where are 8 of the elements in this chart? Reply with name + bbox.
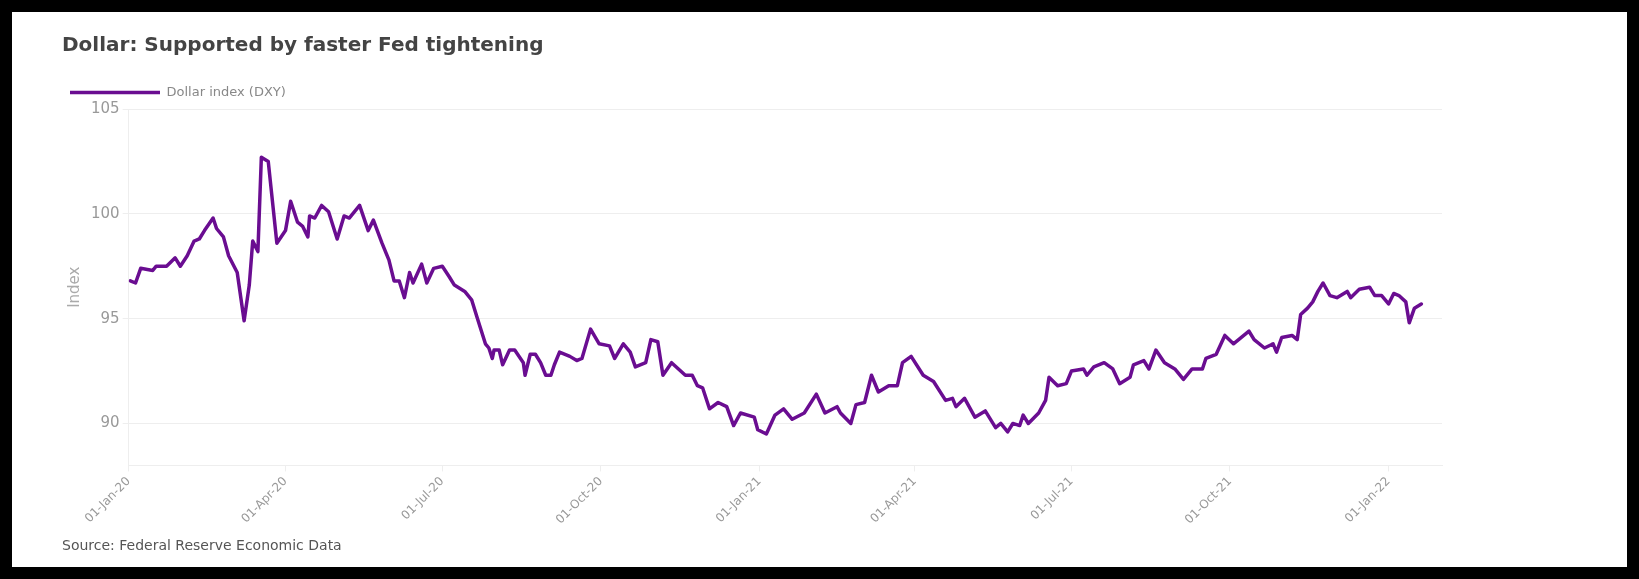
y-tick-label: 95 [100,308,120,327]
y-tick-label: 90 [100,413,120,432]
y-tick-label: 105 [90,98,120,117]
text: Dollar index (DXY) [166,83,286,99]
y-axis-title: Index [64,266,83,308]
source-note: Source: Federal Reserve Economic Data [62,537,342,554]
y-tick-label: 100 [90,203,120,222]
chart-title: Dollar: Supported by faster Fed tightening [62,32,544,57]
